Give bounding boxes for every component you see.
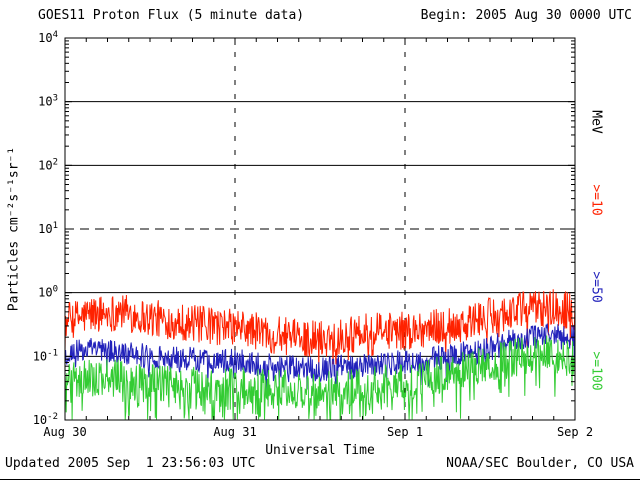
y-tick-labels: 104 103 102 101 100 10-1 10-2 xyxy=(33,30,58,427)
source-credit: NOAA/SEC Boulder, CO USA xyxy=(446,456,634,471)
y-tick-label: 104 xyxy=(38,30,58,45)
series-line-ge100 xyxy=(64,335,576,421)
chart-title: GOES11 Proton Flux (5 minute data) xyxy=(38,8,305,23)
legend-label-ge100: >=100 xyxy=(588,351,604,391)
x-tick-label: Sep 2 xyxy=(556,425,594,439)
updated-timestamp: Updated 2005 Sep 1 23:56:03 UTC xyxy=(5,456,256,471)
series-line-ge10 xyxy=(64,289,576,368)
x-tick-label: Sep 1 xyxy=(386,425,424,439)
legend-unit-label: MeV xyxy=(588,110,604,134)
y-tick-label: 101 xyxy=(38,221,58,236)
begin-label: Begin: 2005 Aug 30 0000 UTC xyxy=(420,8,632,23)
plot-frame xyxy=(64,37,576,421)
legend-label-ge10: >=10 xyxy=(588,184,604,216)
y-axis-label: Particles cm⁻²s⁻¹sr⁻¹ xyxy=(6,146,22,312)
y-tick-label: 10-2 xyxy=(33,412,58,427)
x-tick-label: Aug 31 xyxy=(213,425,257,439)
y-tick-label: 102 xyxy=(38,157,58,172)
legend-label-ge50: >=50 xyxy=(588,271,604,303)
y-tick-label: 103 xyxy=(38,94,58,109)
y-tick-label: 10-1 xyxy=(33,348,58,363)
y-tick-label: 100 xyxy=(38,285,58,300)
x-tick-label: Aug 30 xyxy=(43,425,87,439)
x-axis-label: Universal Time xyxy=(265,443,375,458)
series-line-ge50 xyxy=(64,323,576,393)
series xyxy=(64,289,576,421)
